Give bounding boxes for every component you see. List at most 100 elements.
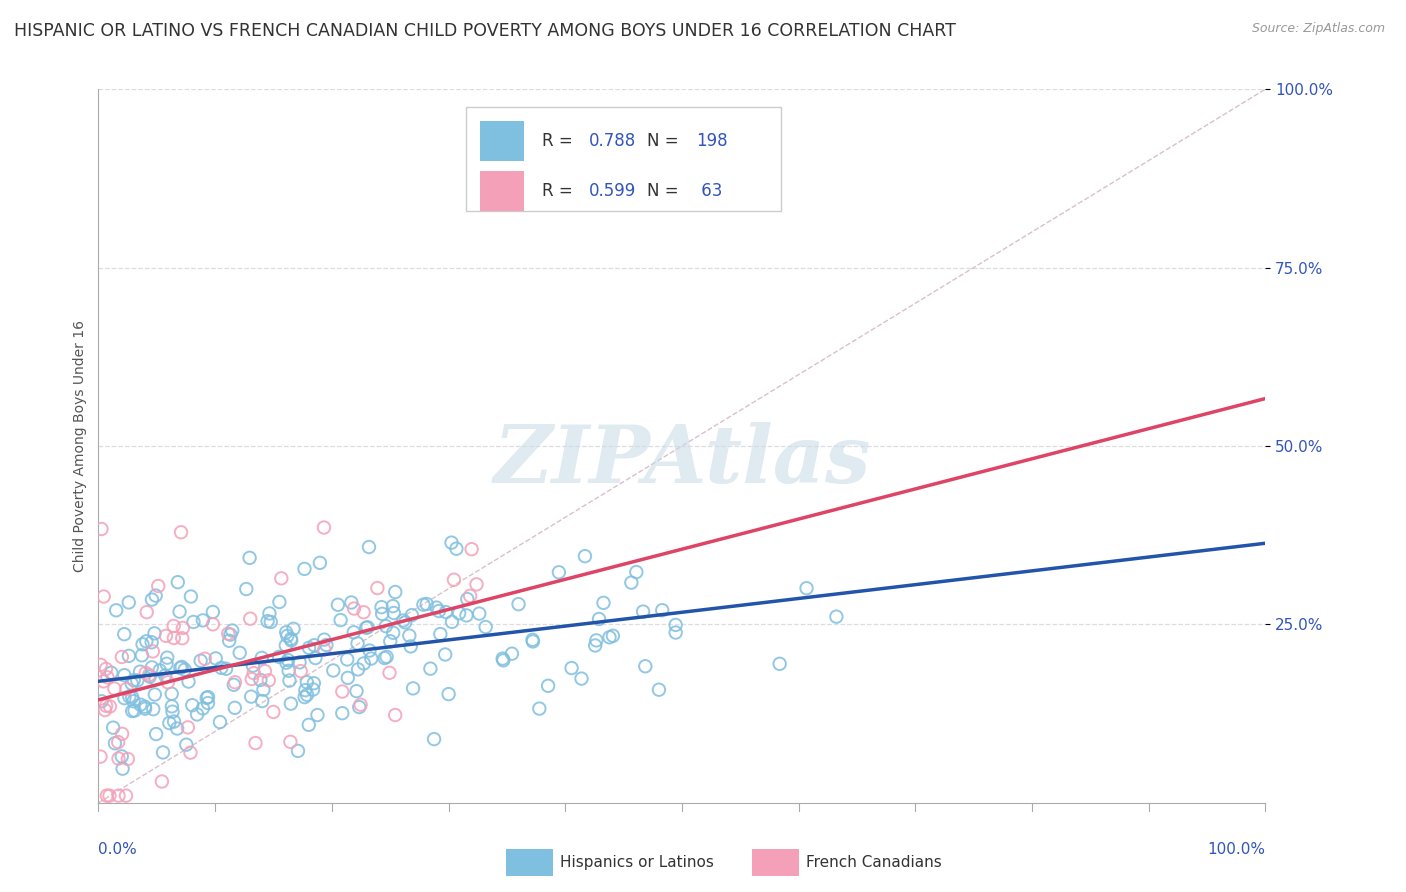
Point: [394, 615, 416, 630]
Point: [107, 751, 129, 765]
Point: [169, 661, 191, 675]
Y-axis label: Child Poverty Among Boys Under 16: Child Poverty Among Boys Under 16: [73, 320, 87, 572]
Point: [141, 635, 163, 649]
Point: [374, 651, 396, 665]
Point: [172, 631, 194, 645]
Point: [314, 642, 336, 657]
Point: [107, 735, 129, 749]
Point: [150, 774, 173, 789]
Point: [585, 633, 607, 648]
Point: [183, 615, 205, 629]
Point: [456, 608, 478, 623]
Point: [366, 581, 388, 595]
Point: [522, 634, 544, 648]
Point: [115, 681, 138, 696]
Point: [294, 562, 316, 576]
Point: [111, 749, 134, 764]
Point: [93, 674, 115, 689]
Point: [295, 675, 318, 690]
Point: [651, 603, 673, 617]
Point: [456, 592, 478, 607]
Point: [381, 599, 404, 614]
Point: [96, 670, 118, 684]
Point: [250, 651, 273, 665]
Point: [141, 660, 163, 674]
Point: [277, 653, 299, 667]
Point: [160, 687, 183, 701]
Point: [434, 648, 457, 662]
Point: [90, 694, 112, 708]
Point: [276, 629, 298, 643]
Point: [329, 613, 352, 627]
Point: [276, 625, 298, 640]
Point: [135, 605, 157, 619]
Text: 198: 198: [696, 132, 727, 150]
Text: ZIPAtlas: ZIPAtlas: [494, 422, 870, 499]
Point: [112, 691, 135, 706]
Point: [356, 620, 378, 634]
Text: R =: R =: [541, 132, 578, 150]
Point: [267, 649, 290, 664]
Point: [112, 668, 135, 682]
Point: [163, 631, 186, 645]
Point: [312, 520, 335, 534]
Point: [131, 637, 153, 651]
Point: [179, 746, 201, 760]
Point: [370, 600, 392, 615]
Point: [121, 690, 143, 704]
Point: [201, 617, 224, 632]
Point: [588, 612, 610, 626]
Point: [224, 675, 246, 690]
Point: [217, 626, 239, 640]
Point: [239, 550, 262, 565]
Point: [122, 673, 145, 688]
Point: [260, 615, 283, 629]
Point: [468, 607, 491, 621]
Point: [186, 707, 208, 722]
Point: [253, 664, 276, 678]
Point: [380, 634, 402, 648]
Point: [326, 598, 349, 612]
Point: [269, 595, 291, 609]
Point: [309, 556, 332, 570]
Point: [429, 627, 451, 641]
Point: [104, 736, 127, 750]
Point: [343, 625, 366, 640]
Point: [257, 673, 280, 688]
Text: Source: ZipAtlas.com: Source: ZipAtlas.com: [1251, 22, 1385, 36]
Point: [98, 789, 121, 803]
Point: [141, 592, 163, 607]
Point: [446, 541, 468, 556]
Point: [118, 648, 141, 663]
Point: [94, 703, 117, 717]
Point: [242, 666, 264, 681]
Point: [295, 688, 318, 702]
Point: [571, 672, 593, 686]
Text: 0.0%: 0.0%: [98, 842, 138, 857]
Point: [492, 653, 515, 667]
Point: [117, 752, 139, 766]
Point: [176, 738, 198, 752]
Point: [177, 674, 200, 689]
Point: [112, 627, 135, 641]
Point: [190, 654, 212, 668]
Point: [163, 619, 186, 633]
Point: [574, 549, 596, 564]
Text: 100.0%: 100.0%: [1208, 842, 1265, 857]
Point: [155, 629, 177, 643]
Point: [166, 722, 188, 736]
Point: [425, 600, 447, 615]
Point: [360, 651, 382, 665]
Point: [592, 596, 614, 610]
Text: 0.788: 0.788: [589, 132, 636, 150]
Point: [648, 682, 671, 697]
Point: [277, 664, 299, 678]
Point: [382, 606, 405, 620]
Point: [374, 619, 396, 633]
Point: [307, 708, 329, 723]
Point: [204, 651, 226, 665]
Point: [529, 701, 551, 715]
Point: [181, 698, 204, 713]
Point: [392, 614, 415, 628]
Point: [354, 621, 377, 635]
